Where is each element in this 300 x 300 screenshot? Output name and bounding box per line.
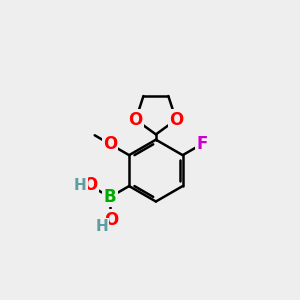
Text: H: H xyxy=(74,178,87,193)
Text: O: O xyxy=(103,135,117,153)
Text: O: O xyxy=(83,176,97,194)
Text: O: O xyxy=(129,111,143,129)
Text: O: O xyxy=(169,111,183,129)
Text: O: O xyxy=(104,211,118,229)
Text: B: B xyxy=(104,188,116,206)
Text: F: F xyxy=(196,135,208,153)
Text: H: H xyxy=(95,219,108,234)
